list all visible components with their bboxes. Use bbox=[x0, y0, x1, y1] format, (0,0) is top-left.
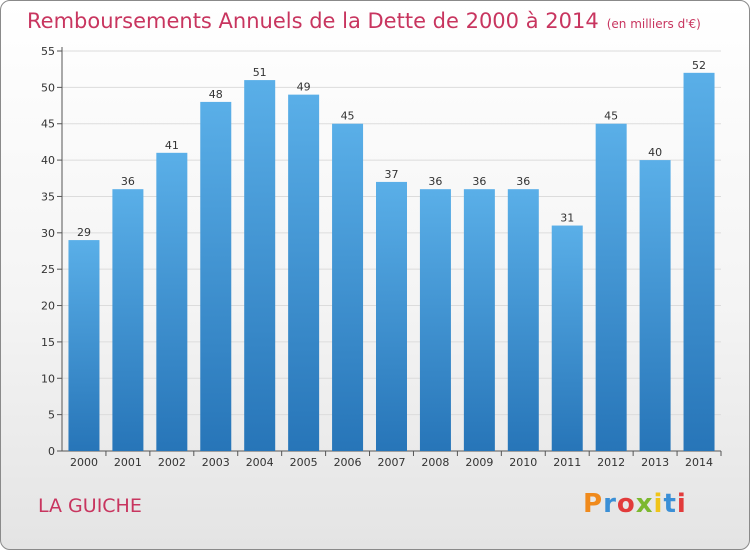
bar-value-label: 36 bbox=[472, 175, 486, 188]
bar-value-label: 37 bbox=[385, 168, 399, 181]
logo-letter: i bbox=[676, 489, 687, 519]
logo-letter: i bbox=[653, 489, 664, 519]
bar[interactable] bbox=[68, 240, 100, 451]
x-tick-label: 2010 bbox=[509, 456, 537, 469]
bar-value-label: 36 bbox=[516, 175, 530, 188]
x-tick-label: 2014 bbox=[685, 456, 713, 469]
logo-letter: r bbox=[603, 489, 617, 519]
bar[interactable] bbox=[112, 189, 144, 451]
bar-value-label: 51 bbox=[253, 66, 267, 79]
bar[interactable] bbox=[200, 101, 232, 451]
y-tick-label: 25 bbox=[41, 263, 55, 276]
bar[interactable] bbox=[507, 189, 539, 451]
x-tick-label: 2007 bbox=[378, 456, 406, 469]
logo-letter: t bbox=[663, 489, 677, 519]
bar-value-label: 49 bbox=[297, 81, 311, 94]
bar-value-label: 36 bbox=[428, 175, 442, 188]
bar[interactable] bbox=[332, 123, 364, 452]
bar-value-label: 41 bbox=[165, 139, 179, 152]
chart-title: Remboursements Annuels de la Dette de 20… bbox=[27, 9, 701, 33]
commune-name: LA GUICHE bbox=[38, 495, 142, 517]
bar[interactable] bbox=[376, 181, 407, 451]
x-tick-label: 2005 bbox=[290, 456, 318, 469]
bar[interactable] bbox=[551, 225, 583, 451]
bar[interactable] bbox=[683, 72, 715, 452]
y-tick-label: 10 bbox=[41, 372, 55, 385]
bar[interactable] bbox=[156, 152, 188, 451]
chart-unit-text: (en milliers d'€) bbox=[606, 17, 701, 31]
bar[interactable] bbox=[595, 123, 627, 452]
y-tick-label: 20 bbox=[41, 300, 55, 313]
y-tick-label: 55 bbox=[41, 45, 55, 58]
y-tick-label: 0 bbox=[48, 445, 55, 458]
bar-value-label: 36 bbox=[121, 175, 135, 188]
bar[interactable] bbox=[419, 189, 451, 451]
bars bbox=[68, 72, 715, 452]
bar[interactable] bbox=[288, 94, 320, 452]
y-tick-label: 40 bbox=[41, 154, 55, 167]
bar-value-label: 31 bbox=[560, 212, 574, 225]
x-tick-label: 2002 bbox=[158, 456, 186, 469]
bar[interactable] bbox=[244, 80, 276, 451]
y-tick-labels: 0 5 10 15 20 25 30 35 40 45 50 55 bbox=[41, 45, 55, 458]
bar[interactable] bbox=[639, 160, 671, 451]
proxiti-logo[interactable]: Proxiti bbox=[583, 489, 687, 519]
x-tick-label: 2000 bbox=[70, 456, 98, 469]
bar-value-label: 29 bbox=[77, 226, 91, 239]
x-tick-label: 2013 bbox=[641, 456, 669, 469]
y-tick-label: 45 bbox=[41, 118, 55, 131]
bar-value-label: 52 bbox=[692, 59, 706, 72]
y-tick-label: 30 bbox=[41, 227, 55, 240]
data-labels: 29 36 41 48 51 49 45 37 36 36 36 31 45 40 52 bbox=[77, 59, 706, 239]
chart-title-text: Remboursements Annuels de la Dette de 20… bbox=[27, 9, 599, 33]
x-tick-label: 2001 bbox=[114, 456, 142, 469]
bar[interactable] bbox=[463, 189, 495, 451]
x-tick-label: 2006 bbox=[334, 456, 362, 469]
logo-letter: o bbox=[616, 489, 636, 519]
bar-value-label: 40 bbox=[648, 146, 662, 159]
x-tick-label: 2012 bbox=[597, 456, 625, 469]
logo-letter: x bbox=[635, 489, 654, 519]
x-tick-label: 2008 bbox=[421, 456, 449, 469]
bar-value-label: 45 bbox=[341, 110, 355, 123]
x-tick-label: 2011 bbox=[553, 456, 581, 469]
y-tick-label: 35 bbox=[41, 190, 55, 203]
x-tick-labels: 2000 2001 2002 2003 2004 2005 2006 2007 2008 2009… bbox=[70, 456, 713, 469]
x-tick-label: 2009 bbox=[465, 456, 493, 469]
bar-value-label: 45 bbox=[604, 110, 618, 123]
y-tick-label: 5 bbox=[48, 409, 55, 422]
y-tick-label: 50 bbox=[41, 81, 55, 94]
x-tick-label: 2003 bbox=[202, 456, 230, 469]
bar-value-label: 48 bbox=[209, 88, 223, 101]
y-tick-label: 15 bbox=[41, 336, 55, 349]
x-tick-label: 2004 bbox=[246, 456, 274, 469]
logo-letter: P bbox=[583, 489, 604, 519]
